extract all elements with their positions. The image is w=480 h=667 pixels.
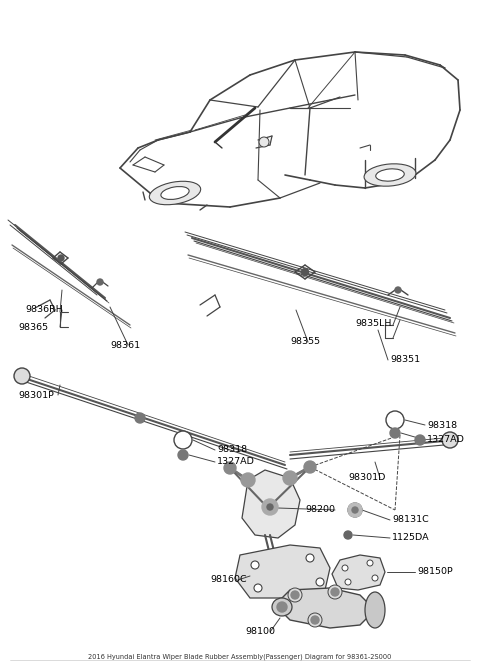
Circle shape [259, 137, 269, 147]
Circle shape [267, 504, 273, 510]
Text: 98365: 98365 [18, 323, 48, 333]
Circle shape [390, 428, 400, 438]
Circle shape [224, 462, 236, 474]
Circle shape [262, 499, 278, 515]
Circle shape [251, 561, 259, 569]
Polygon shape [235, 545, 330, 598]
Text: 9836RH: 9836RH [25, 305, 63, 315]
Text: 98131C: 98131C [392, 516, 429, 524]
Circle shape [178, 450, 188, 460]
Text: 98160C: 98160C [210, 576, 247, 584]
Text: 1125DA: 1125DA [392, 534, 430, 542]
Text: 98150P: 98150P [417, 568, 453, 576]
Circle shape [415, 435, 425, 445]
Circle shape [342, 565, 348, 571]
Circle shape [58, 255, 64, 261]
Circle shape [308, 613, 322, 627]
Circle shape [135, 413, 145, 423]
Text: 98301D: 98301D [348, 474, 385, 482]
Text: 98200: 98200 [305, 506, 335, 514]
Text: 98351: 98351 [390, 356, 420, 364]
Ellipse shape [161, 187, 189, 199]
Circle shape [277, 602, 287, 612]
Text: 1327AD: 1327AD [427, 436, 465, 444]
Circle shape [442, 432, 458, 448]
Circle shape [331, 588, 339, 596]
Circle shape [316, 578, 324, 586]
Circle shape [97, 279, 103, 285]
Polygon shape [280, 588, 375, 628]
Circle shape [348, 503, 362, 517]
Ellipse shape [272, 598, 292, 616]
Ellipse shape [149, 181, 201, 205]
Circle shape [283, 471, 297, 485]
Circle shape [304, 461, 316, 473]
Text: 98361: 98361 [110, 340, 140, 350]
Circle shape [372, 575, 378, 581]
Text: 98318: 98318 [427, 420, 457, 430]
Circle shape [174, 431, 192, 449]
Circle shape [311, 616, 319, 624]
Ellipse shape [364, 164, 416, 186]
Text: 2016 Hyundai Elantra Wiper Blade Rubber Assembly(Passenger) Diagram for 98361-2S: 2016 Hyundai Elantra Wiper Blade Rubber … [88, 654, 392, 660]
Text: 98301P: 98301P [18, 390, 54, 400]
Text: 98355: 98355 [290, 338, 320, 346]
Circle shape [345, 579, 351, 585]
Circle shape [344, 531, 352, 539]
Circle shape [352, 507, 358, 513]
Polygon shape [242, 470, 300, 538]
Circle shape [367, 560, 373, 566]
Circle shape [395, 287, 401, 293]
Polygon shape [332, 555, 385, 590]
Circle shape [348, 503, 362, 517]
Text: 98100: 98100 [245, 628, 275, 636]
Circle shape [301, 269, 309, 275]
Text: 1327AD: 1327AD [217, 458, 255, 466]
Circle shape [291, 591, 299, 599]
Circle shape [386, 411, 404, 429]
Circle shape [254, 584, 262, 592]
Circle shape [14, 368, 30, 384]
Text: 98318: 98318 [217, 446, 247, 454]
Circle shape [328, 585, 342, 599]
Ellipse shape [365, 592, 385, 628]
Circle shape [306, 554, 314, 562]
Circle shape [241, 473, 255, 487]
Circle shape [288, 588, 302, 602]
Ellipse shape [376, 169, 404, 181]
Text: 9835LH: 9835LH [355, 319, 391, 327]
